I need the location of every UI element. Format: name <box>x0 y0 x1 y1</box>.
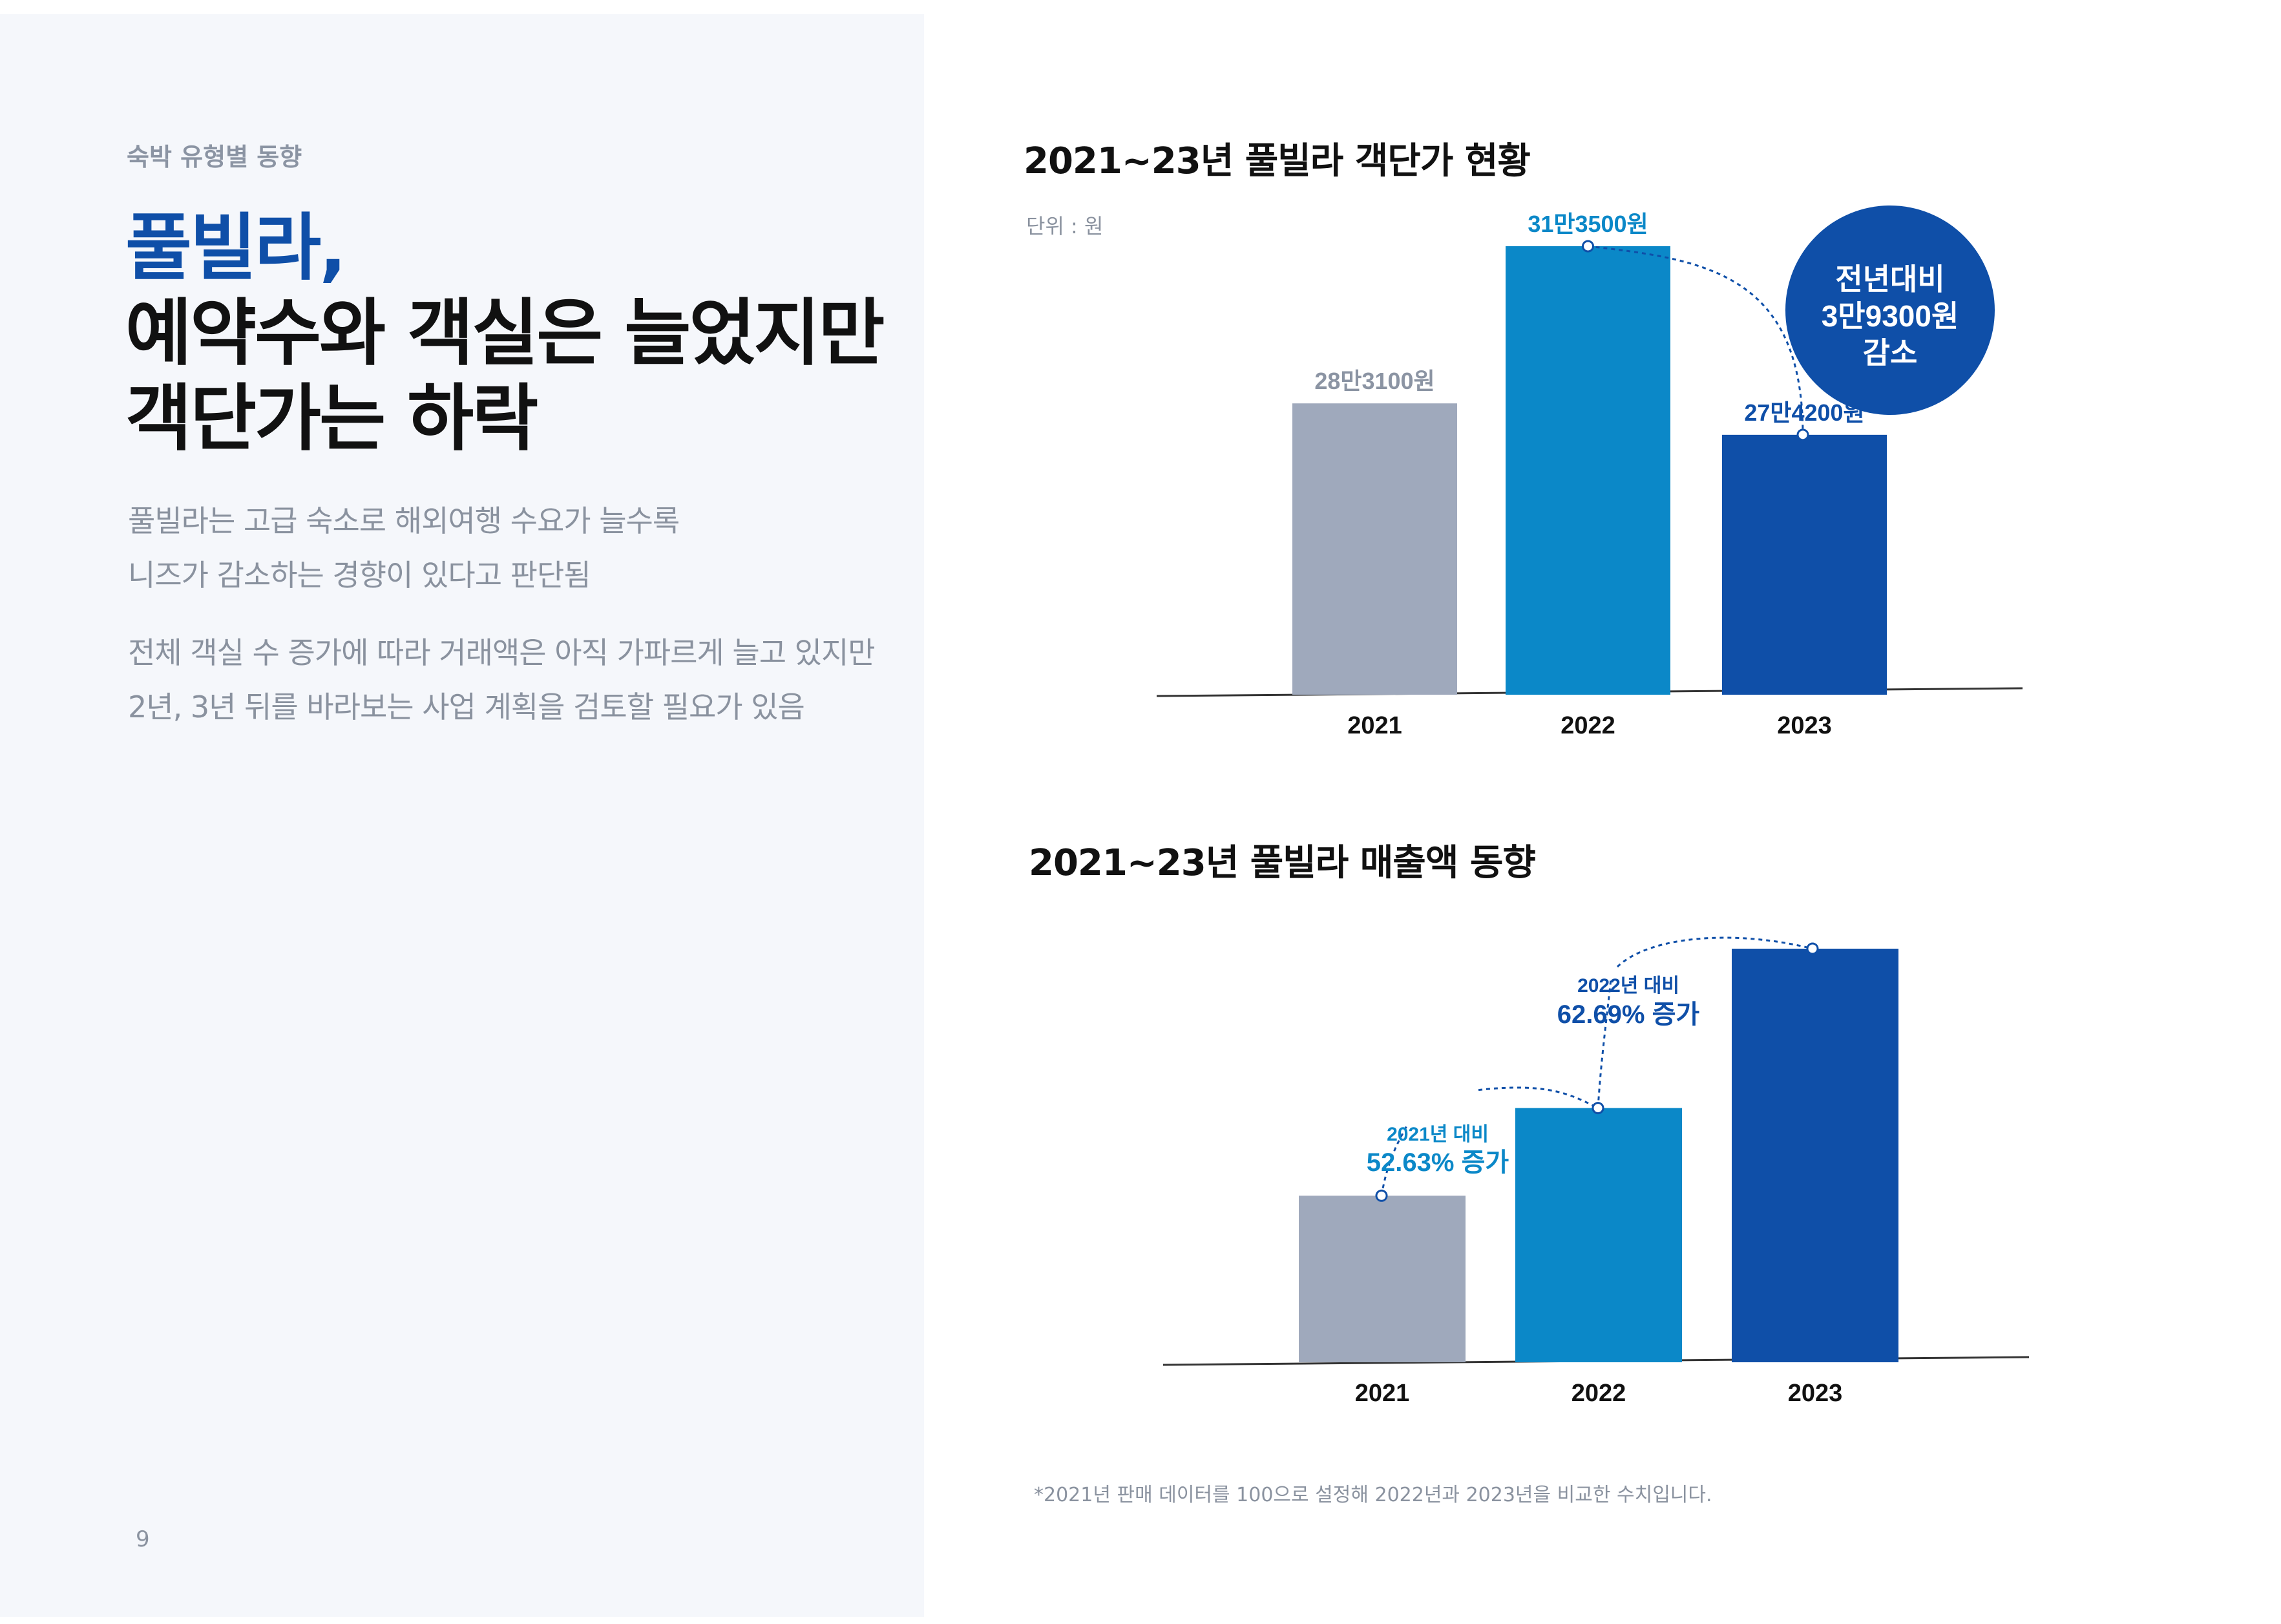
paragraph-2: 전체 객실 수 증가에 따라 거래액은 아직 가파르게 늘고 있지만 2년, 3… <box>128 626 876 734</box>
chart2-annotation-1-small: 2021년 대비 <box>1387 1124 1489 1145</box>
chart2-connector-1a <box>1380 1124 1409 1196</box>
chart1-callout-line-3: 감소 <box>1863 336 1918 370</box>
chart1-connector <box>1588 245 1804 435</box>
page-headline: 풀빌라, 예약수와 객실은 늘었지만 객단가는 하락 <box>125 206 885 461</box>
paragraph-1-line-2: 니즈가 감소하는 경향이 있다고 판단됨 <box>128 558 591 593</box>
page-number: 9 <box>136 1526 150 1552</box>
chart1-data-label-2022: 31만3500원 <box>1528 211 1648 237</box>
chart1-unit: 단위 : 원 <box>1026 214 1104 238</box>
chart1-data-label-2021: 28만3100원 <box>1314 368 1435 394</box>
chart2-footnote: *2021년 판매 데이터를 100으로 설정해 2022년과 2023년을 비… <box>1034 1484 1712 1506</box>
chart2-annotation-1-big: 52.63% 증가 <box>1367 1148 1509 1177</box>
chart2-bar-2022 <box>1515 1108 1682 1362</box>
chart2-bar-2021 <box>1299 1196 1466 1362</box>
chart1-callout-circle <box>1785 206 1995 415</box>
left-panel <box>0 14 924 1617</box>
chart2-connector-2b <box>1616 936 1813 968</box>
chart2-bar-2023 <box>1732 949 1898 1362</box>
chart2-annotation-2-small: 2022년 대비 <box>1577 975 1679 997</box>
chart1-title: 2021~23년 풀빌라 객단가 현황 <box>1024 140 1531 182</box>
chart2-tick-2021: 2021 <box>1355 1380 1410 1407</box>
chart1-bar-2021 <box>1292 403 1457 695</box>
chart2-marker-2021 <box>1375 1189 1388 1202</box>
chart1-bar-2022 <box>1506 246 1670 695</box>
headline-line-3: 객단가는 하락 <box>125 377 538 461</box>
chart2-marker-2022 <box>1592 1102 1604 1115</box>
chart1-tick-2021: 2021 <box>1347 712 1402 739</box>
chart1-callout-line-2: 3만9300원 <box>1822 299 1959 333</box>
chart2-title: 2021~23년 풀빌라 매출액 동향 <box>1029 842 1536 884</box>
chart2-tick-2022: 2022 <box>1571 1380 1626 1407</box>
chart2-connector-1b <box>1478 1086 1599 1109</box>
section-kicker: 숙박 유형별 동향 <box>127 143 302 171</box>
chart2-connector-2a <box>1597 978 1612 1108</box>
paragraph-1-line-1: 풀빌라는 고급 숙소로 해외여행 수요가 늘수록 <box>128 503 680 538</box>
chart2-marker-2023 <box>1806 942 1819 955</box>
chart1-marker-2022 <box>1582 240 1594 253</box>
paragraph-2-line-1: 전체 객실 수 증가에 따라 거래액은 아직 가파르게 늘고 있지만 <box>128 635 876 670</box>
chart1-tick-2023: 2023 <box>1777 712 1832 739</box>
chart1-marker-2023 <box>1796 428 1809 441</box>
chart1-bar-2023 <box>1722 434 1887 695</box>
chart2-annotation-2-big: 62.69% 증가 <box>1557 1000 1700 1029</box>
chart1-tick-2022: 2022 <box>1561 712 1615 739</box>
chart2-tick-2023: 2023 <box>1788 1380 1843 1407</box>
headline-line-2: 예약수와 객실은 늘었지만 <box>125 291 885 375</box>
paragraph-1: 풀빌라는 고급 숙소로 해외여행 수요가 늘수록 니즈가 감소하는 경향이 있다… <box>128 494 680 602</box>
headline-highlight: 풀빌라, <box>125 206 347 290</box>
chart1-callout-line-1: 전년대비 <box>1835 262 1944 296</box>
paragraph-2-line-2: 2년, 3년 뒤를 바라보는 사업 계획을 검토할 필요가 있음 <box>128 690 805 724</box>
